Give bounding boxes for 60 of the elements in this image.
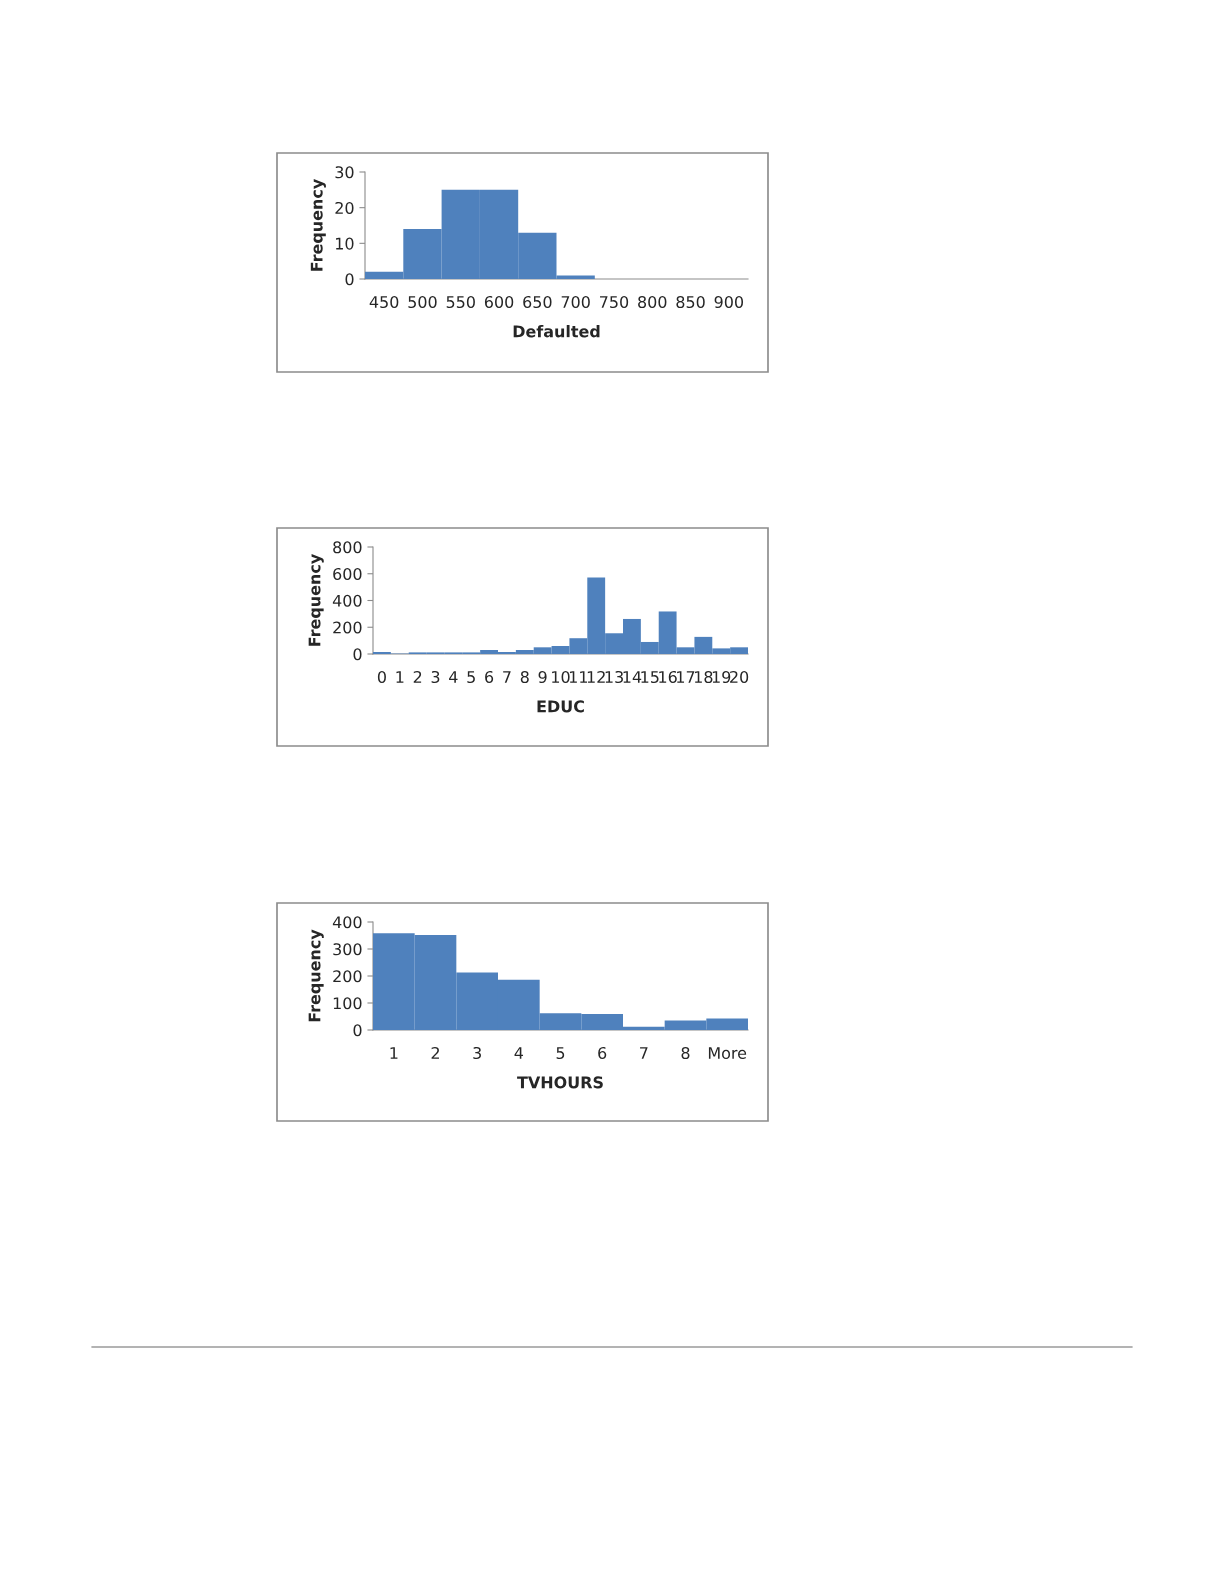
y-tick-label: 600 <box>333 567 362 581</box>
x-tick-label: 0 <box>377 670 386 684</box>
x-tick-label: 5 <box>467 671 475 684</box>
y-tick-label: 200 <box>333 970 362 983</box>
x-tick-label: 13 <box>605 670 623 684</box>
x-tick-label: 8 <box>520 670 529 684</box>
x-tick-label: 2 <box>431 1046 439 1059</box>
x-axis-title: Defaulted <box>513 325 600 338</box>
x-tick-label: More <box>708 1047 747 1060</box>
y-tick-label: 30 <box>335 166 354 179</box>
y-axis-title: Frequency <box>308 929 324 1022</box>
y-tick-label: 0 <box>353 1024 362 1037</box>
y-tick-label: 0 <box>353 648 362 661</box>
y-tick-label: 0 <box>345 273 354 286</box>
x-tick-label: 4 <box>514 1047 524 1059</box>
x-tick-label: 2 <box>413 670 422 683</box>
x-tick-label: 16 <box>659 670 677 684</box>
x-tick-label: 900 <box>714 295 744 309</box>
x-tick-label: 15 <box>641 671 659 684</box>
x-tick-label: 850 <box>676 295 705 309</box>
x-tick-label: 1 <box>390 1047 398 1059</box>
x-tick-label: 20 <box>730 670 749 684</box>
y-tick-label: 20 <box>335 201 354 214</box>
x-tick-label: 4 <box>449 671 458 683</box>
x-tick-label: 650 <box>523 295 552 309</box>
y-axis-title: Frequency <box>310 179 326 271</box>
x-tick-label: 700 <box>561 295 590 309</box>
x-tick-label: 600 <box>484 295 514 309</box>
x-tick-label: 750 <box>600 295 629 309</box>
x-tick-label: 19 <box>712 670 731 684</box>
x-tick-label: 6 <box>485 670 494 684</box>
y-tick-label: 10 <box>336 237 354 250</box>
x-tick-label: 17 <box>677 671 695 683</box>
x-tick-label: 8 <box>681 1046 690 1060</box>
x-tick-label: 550 <box>446 295 475 309</box>
y-tick-label: 300 <box>333 943 362 956</box>
x-tick-label: 12 <box>587 670 605 683</box>
x-tick-label: 800 <box>638 295 667 309</box>
y-tick-label: 100 <box>333 997 362 1010</box>
x-tick-label: 7 <box>503 671 511 683</box>
x-tick-label: 1 <box>396 671 404 683</box>
y-tick-label: 400 <box>332 916 362 929</box>
x-tick-label: 7 <box>640 1047 648 1059</box>
x-tick-label: 3 <box>473 1046 481 1060</box>
x-tick-label: 18 <box>694 670 713 684</box>
x-axis-title: EDUC <box>537 700 584 713</box>
x-tick-label: 10 <box>552 670 570 684</box>
x-tick-label: 500 <box>408 295 437 309</box>
x-tick-label: 6 <box>598 1046 607 1060</box>
x-tick-label: 11 <box>569 671 588 683</box>
y-tick-label: 400 <box>332 594 362 607</box>
x-tick-label: 450 <box>369 295 399 309</box>
x-tick-label: 14 <box>623 671 642 683</box>
y-tick-label: 200 <box>333 621 362 634</box>
x-tick-label: 3 <box>431 670 440 684</box>
x-tick-label: 5 <box>556 1047 565 1060</box>
y-tick-label: 800 <box>333 541 362 554</box>
y-axis-title: Frequency <box>308 554 324 646</box>
x-axis-title: TVHOURS <box>517 1076 603 1089</box>
x-tick-label: 9 <box>538 670 547 684</box>
